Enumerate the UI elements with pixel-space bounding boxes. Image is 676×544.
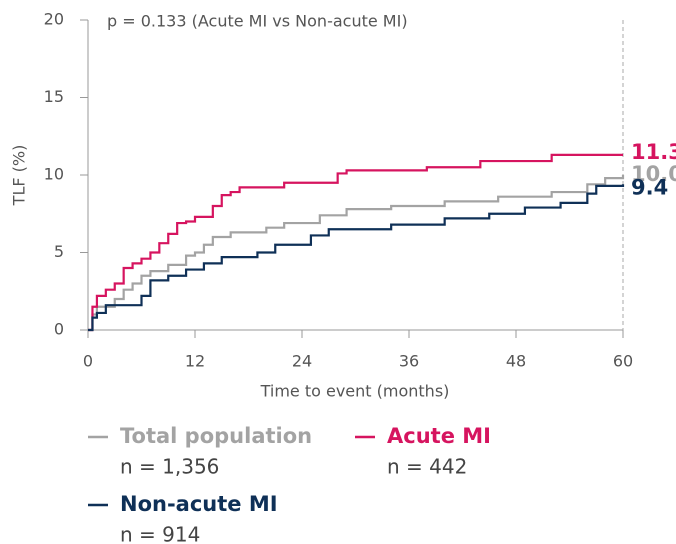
- legend-n: n = 442: [387, 455, 467, 479]
- legend-n: n = 1,356: [120, 455, 219, 479]
- step-line: [88, 175, 625, 332]
- step-line: [88, 184, 625, 332]
- x-tick-label: 12: [185, 352, 205, 371]
- y-tick-label: 20: [44, 10, 64, 29]
- y-tick-label: 15: [44, 87, 64, 106]
- end-label: 10.0: [631, 162, 676, 186]
- end-label: 11.3: [631, 140, 676, 164]
- legend-label: Total population: [120, 424, 312, 448]
- end-label: 9.4: [631, 175, 668, 199]
- y-tick-label: 10: [44, 165, 64, 184]
- x-tick-label: 24: [292, 352, 312, 371]
- x-tick-label: 60: [613, 352, 633, 371]
- y-tick-label: 0: [54, 320, 64, 339]
- legend-n: n = 914: [120, 523, 200, 544]
- annotation: p = 0.133 (Acute MI vs Non-acute MI): [107, 12, 408, 31]
- step-line: [88, 153, 623, 332]
- x-axis-label: Time to event (months): [260, 382, 450, 401]
- legend-label: Non-acute MI: [120, 492, 278, 516]
- x-tick-label: 0: [83, 352, 93, 371]
- x-tick-label: 36: [399, 352, 419, 371]
- y-axis-label: TLF (%): [10, 145, 29, 207]
- x-tick-label: 48: [506, 352, 526, 371]
- y-tick-label: 5: [54, 242, 64, 261]
- legend-label: Acute MI: [387, 424, 491, 448]
